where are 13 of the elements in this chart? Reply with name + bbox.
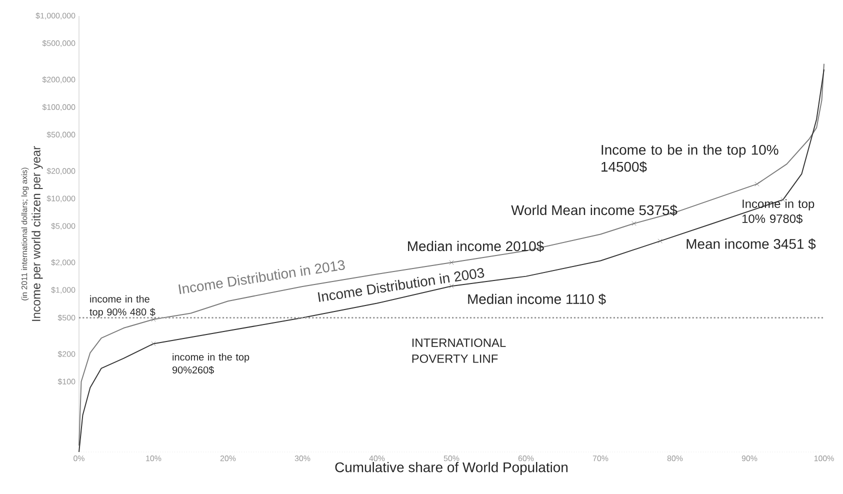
- annotation: income in the top 90% 480 $: [90, 295, 156, 318]
- annotation: Income to be in the top 10% 14500$: [602, 144, 778, 173]
- y-axis-title: Income per world citizen per year: [32, 146, 43, 321]
- point: [632, 221, 636, 226]
- x-axis-title: Cumulative share of World Population: [335, 462, 568, 475]
- annotation: Median income 2010$: [408, 240, 544, 252]
- annotation: Median income 1110 $: [468, 294, 606, 305]
- ref-line-label: INTERNATIONAL POVERTY LINF: [412, 338, 506, 363]
- point: [754, 182, 760, 186]
- annotation: income in the top 90%260$: [172, 353, 250, 374]
- annotation: World Mean income 5375$: [511, 204, 678, 216]
- annotation: Mean income 3451 $: [686, 238, 816, 250]
- point: [151, 317, 156, 322]
